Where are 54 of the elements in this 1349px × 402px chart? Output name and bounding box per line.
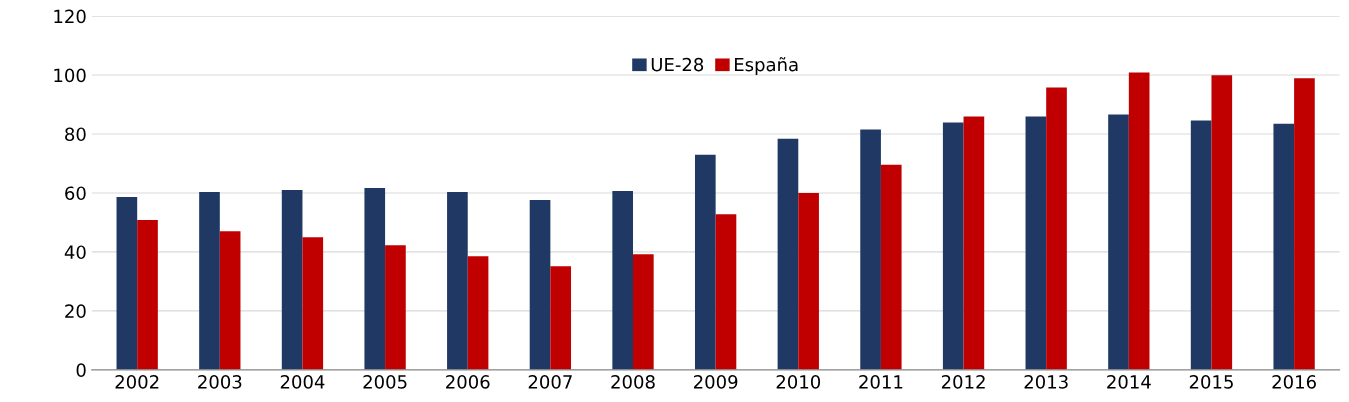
bar <box>715 214 737 370</box>
y-tick-label: 20 <box>65 304 86 318</box>
bar <box>364 187 386 370</box>
x-tick-label: 2006 <box>446 375 490 389</box>
bar <box>1211 75 1233 370</box>
bar <box>633 254 654 370</box>
bar <box>467 256 489 370</box>
x-tick-label: 2012 <box>941 375 985 389</box>
y-tick-label: 120 <box>54 9 86 24</box>
x-tick-label: 2015 <box>1189 375 1233 389</box>
y-tick-label: 40 <box>64 245 86 260</box>
bar <box>777 138 799 370</box>
bar <box>694 154 716 370</box>
x-tick-label: 2002 <box>115 375 159 389</box>
bar <box>1273 123 1295 370</box>
bar <box>137 220 158 370</box>
bar <box>199 192 220 370</box>
x-tick-label: 2005 <box>363 375 407 389</box>
bar <box>1294 78 1315 370</box>
bar <box>798 192 819 370</box>
y-tick-label: 60 <box>65 186 86 201</box>
bar <box>1190 120 1212 370</box>
bar <box>1128 72 1150 370</box>
y-tick-label: 0 <box>76 363 86 377</box>
x-tick-label: 2007 <box>528 375 572 389</box>
x-tick-label: 2010 <box>776 375 821 389</box>
bar <box>942 122 964 370</box>
x-tick-label: 2016 <box>1272 375 1316 389</box>
bar <box>116 197 138 370</box>
x-tick-label: 2011 <box>859 375 903 389</box>
y-tick-label: 100 <box>54 68 86 83</box>
bar <box>1108 114 1129 370</box>
x-tick-label: 2008 <box>611 375 655 389</box>
x-tick-label: 2013 <box>1024 375 1068 389</box>
bar <box>1025 116 1047 370</box>
x-tick-label: 2003 <box>198 375 242 389</box>
legend-label: UE-28 <box>651 57 704 72</box>
bar <box>529 200 551 370</box>
bar <box>612 190 634 370</box>
bar <box>219 231 241 370</box>
bar <box>1046 87 1067 370</box>
x-tick-label: 2009 <box>693 375 738 389</box>
legend-label: España <box>735 57 798 75</box>
bar <box>385 245 406 370</box>
y-tick-label: 80 <box>65 127 86 142</box>
bar <box>963 116 985 370</box>
bar <box>281 190 303 370</box>
x-tick-label: 2014 <box>1107 375 1151 389</box>
x-tick-label: 2004 <box>280 375 325 389</box>
bar <box>860 129 881 370</box>
bar <box>880 164 902 370</box>
bar <box>302 237 324 370</box>
bar <box>550 266 572 370</box>
bar <box>447 192 468 370</box>
